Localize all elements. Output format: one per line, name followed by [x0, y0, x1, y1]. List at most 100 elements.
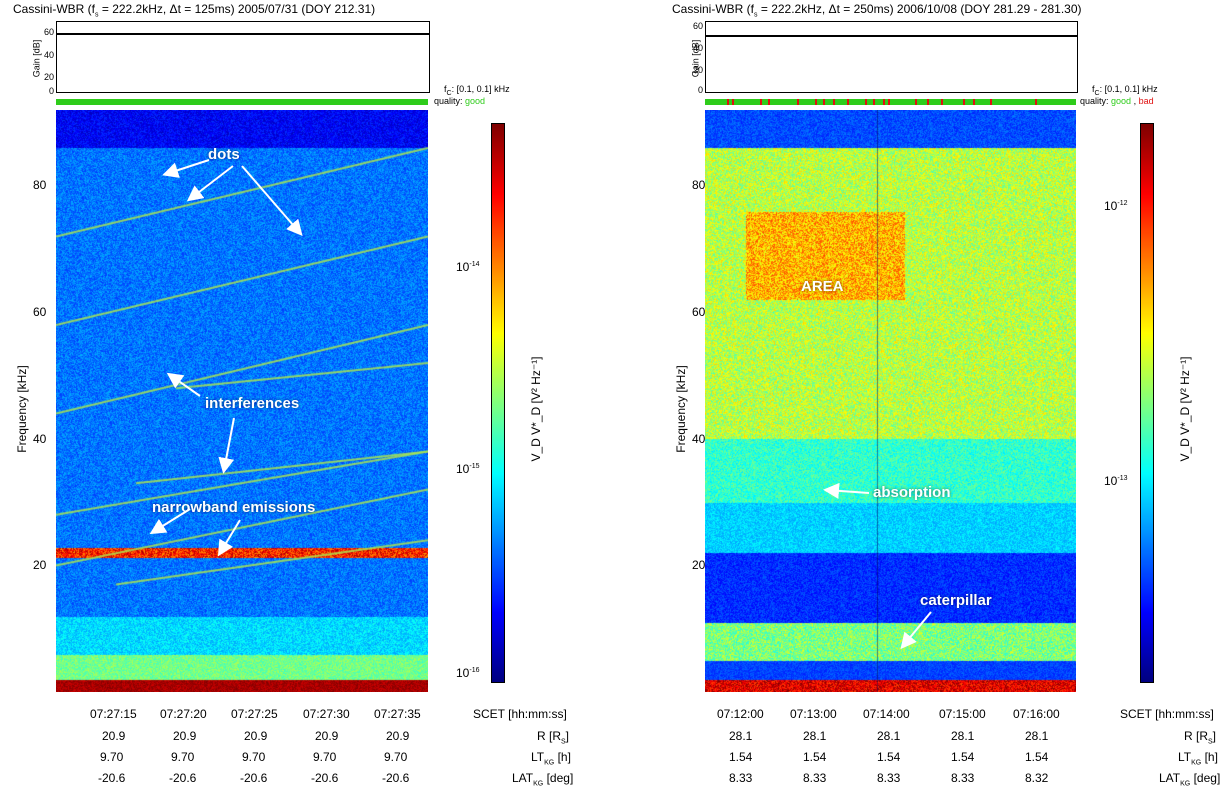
lt-label-sub: KG: [1191, 759, 1202, 767]
scet-value: 07:27:25: [231, 707, 278, 721]
lt-value: 9.70: [171, 750, 195, 764]
lat-value: -20.6: [382, 771, 410, 785]
scet-value: 07:27:20: [160, 707, 207, 721]
lat-label-unit: [deg]: [1190, 771, 1221, 785]
scet-value: 07:13:00: [790, 707, 837, 721]
gain-tick: 60: [693, 21, 704, 31]
r-value: 20.9: [244, 729, 268, 743]
annotation-absorption: absorption: [873, 484, 951, 501]
quality-sep: ,: [1131, 96, 1139, 106]
r-value: 28.1: [877, 729, 901, 743]
lt-label-unit: [h]: [1201, 750, 1218, 764]
title-sub: s: [754, 11, 758, 19]
lt-label-text: LT: [1178, 750, 1192, 764]
r-label-text: R [R: [537, 729, 561, 743]
quality-bad-tick: [732, 99, 734, 105]
colorbar-label: V_D V*_D [V² Hz⁻¹]: [529, 356, 543, 462]
cb-base: 10: [456, 666, 470, 680]
lt-value: 1.54: [729, 750, 753, 764]
title-rest: = 222.2kHz, Δt = 125ms) 2005/07/31 (DOY …: [98, 2, 376, 16]
quality-bad-tick: [973, 99, 975, 105]
r-label: R [RS]: [537, 729, 570, 746]
colorbar: [1140, 123, 1154, 683]
right-panel: Cassini-WBR (fs = 222.2kHz, Δt = 250ms) …: [613, 0, 1226, 787]
quality-bad-tick: [727, 99, 729, 105]
quality-bad-tick: [927, 99, 929, 105]
chart-title: Cassini-WBR (fs = 222.2kHz, Δt = 250ms) …: [672, 2, 1082, 18]
r-label-text: R [R: [1184, 729, 1208, 743]
lat-value: -20.6: [240, 771, 268, 785]
y-tick-label: 60: [692, 305, 706, 319]
lat-value: -20.6: [311, 771, 339, 785]
colorbar-tick-label: 10-14: [456, 260, 479, 274]
annotation-narrowband: narrowband emissions: [152, 499, 316, 516]
cb-exp: -12: [1117, 200, 1128, 207]
quality-bad-tick: [888, 99, 890, 105]
scet-value: 07:16:00: [1013, 707, 1060, 721]
cb-exp: -14: [469, 261, 480, 268]
y-axis-label: Frequency [kHz]: [15, 365, 29, 453]
quality-bad-tick: [865, 99, 867, 105]
scet-value: 07:27:35: [374, 707, 421, 721]
title-prefix: Cassini-WBR (f: [13, 2, 96, 16]
lat-label-text: LAT: [1159, 771, 1181, 785]
lat-value: 8.33: [729, 771, 753, 785]
fc-value: : [0.1, 0.1] kHz: [451, 84, 510, 94]
cb-exp: -15: [469, 463, 480, 470]
r-value: 20.9: [102, 729, 126, 743]
quality-bad: bad: [1138, 96, 1154, 106]
cb-base: 10: [456, 462, 470, 476]
quality-bad-tick: [823, 99, 825, 105]
y-tick-label: 60: [33, 305, 47, 319]
lat-label: LATKG [deg]: [1159, 771, 1220, 787]
title-sub: s: [95, 11, 99, 19]
cb-exp: -13: [1117, 475, 1128, 482]
lat-value: -20.6: [169, 771, 197, 785]
gain-tick: 40: [693, 43, 704, 53]
colorbar-canvas: [1141, 124, 1153, 682]
lat-label: LATKG [deg]: [512, 771, 573, 787]
spectrogram-canvas: [705, 110, 1076, 692]
quality-bar: [56, 99, 428, 105]
scet-value: 07:14:00: [863, 707, 910, 721]
r-value: 28.1: [803, 729, 827, 743]
r-label-sub: S: [1208, 738, 1213, 746]
lt-label: LTKG [h]: [1178, 750, 1218, 766]
lat-label-sub: KG: [1180, 780, 1191, 787]
lt-value: 9.70: [242, 750, 266, 764]
cb-base: 10: [1104, 474, 1118, 488]
colorbar-label: V_D V*_D [V² Hz⁻¹]: [1178, 356, 1192, 462]
title-prefix: Cassini-WBR (f: [672, 2, 755, 16]
quality-bad-tick: [760, 99, 762, 105]
colorbar: [491, 123, 505, 683]
y-tick-label: 40: [33, 432, 47, 446]
fc-label: fC: [0.1, 0.1] kHz: [444, 85, 510, 98]
gain-tick: 20: [44, 72, 55, 82]
colorbar-tick-label: 10-13: [1104, 474, 1127, 488]
quality-bad-tick: [883, 99, 885, 105]
gain-line: [57, 33, 429, 35]
fc-sub: C: [446, 89, 452, 97]
quality-label: quality: good , bad: [1080, 97, 1154, 106]
scet-value: 07:27:15: [90, 707, 137, 721]
gain-tick: 0: [49, 86, 55, 96]
y-tick-label: 80: [33, 178, 47, 192]
lt-value: 9.70: [384, 750, 408, 764]
lat-label-sub: KG: [533, 780, 544, 787]
y-tick-label: 20: [33, 558, 47, 572]
quality-label: quality: good: [434, 97, 485, 106]
left-panel: Cassini-WBR (fs = 222.2kHz, Δt = 125ms) …: [13, 2, 573, 787]
chart-title: Cassini-WBR (fs = 222.2kHz, Δt = 125ms) …: [13, 2, 375, 18]
gain-tick: 20: [693, 65, 704, 75]
gain-label: Gain [dB]: [690, 39, 701, 78]
y-tick-label: 80: [692, 178, 706, 192]
y-axis-label: Frequency [kHz]: [674, 365, 688, 453]
scet-value: 07:15:00: [939, 707, 986, 721]
spectrogram: [705, 110, 1076, 692]
title-rest: = 222.2kHz, Δt = 250ms) 2006/10/08 (DOY …: [757, 2, 1082, 16]
gain-tick: 0: [698, 85, 704, 95]
r-value: 28.1: [1025, 729, 1049, 743]
annotation-area: AREA: [801, 278, 844, 295]
lt-label: LTKG [h]: [531, 750, 571, 766]
y-tick-label: 40: [692, 432, 706, 446]
